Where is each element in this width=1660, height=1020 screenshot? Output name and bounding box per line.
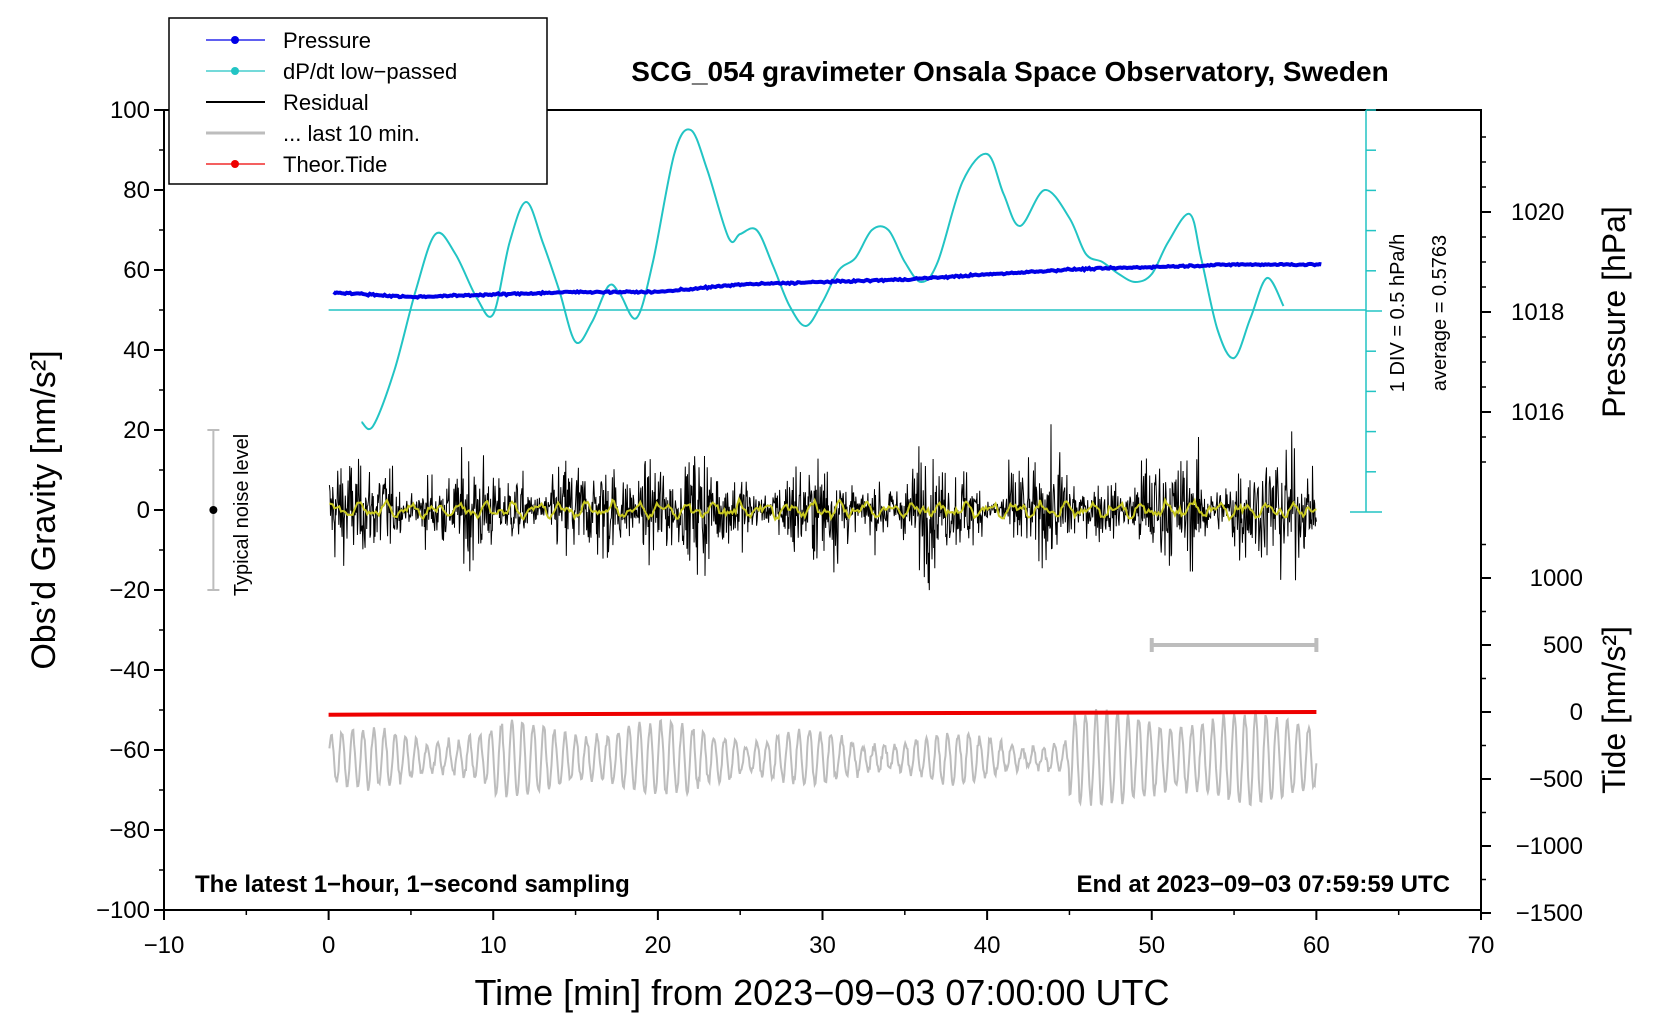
y-tick-label: −100 bbox=[96, 897, 150, 924]
x-axis-label: Time [min] from 2023−09−03 07:00:00 UTC bbox=[474, 972, 1169, 1013]
x-tick-label: 60 bbox=[1303, 932, 1330, 959]
x-tick-label: 40 bbox=[974, 932, 1001, 959]
dpdt-layer bbox=[328, 128, 1366, 431]
x-tick-label: 70 bbox=[1468, 932, 1495, 959]
pressure-line bbox=[332, 261, 1322, 300]
y-tick-label: 100 bbox=[110, 97, 150, 124]
y-tick-label: −80 bbox=[109, 817, 150, 844]
annotation-sampling: The latest 1−hour, 1−second sampling bbox=[195, 871, 630, 898]
noise-bar-dot bbox=[209, 506, 218, 514]
legend-label: Residual bbox=[283, 90, 369, 115]
y-axis-label-tide: Tide [nm/s²] bbox=[1596, 626, 1632, 794]
tide-tick-label: 500 bbox=[1543, 632, 1583, 659]
residual-layer bbox=[328, 424, 1317, 591]
x-tick-label: 30 bbox=[809, 932, 836, 959]
x-tick-label: 10 bbox=[480, 932, 507, 959]
tide-tick-label: −1500 bbox=[1516, 900, 1583, 927]
annotation-noise: Typical noise level bbox=[231, 434, 253, 596]
tide-tick-label: 0 bbox=[1570, 699, 1583, 726]
tide-tick-label: −1000 bbox=[1516, 833, 1583, 860]
residual-smoothed-line bbox=[329, 496, 1317, 522]
annotation-average: average = 0.5763 bbox=[1429, 235, 1451, 391]
legend: Pressure dP/dt low−passed Residual ... last… bbox=[168, 17, 548, 185]
noise-level-bar bbox=[207, 429, 220, 591]
y-axis-label-left: Obs’d Gravity [nm/s²] bbox=[25, 350, 63, 669]
dpdt-line bbox=[360, 128, 1285, 431]
x-tick-label: 50 bbox=[1138, 932, 1165, 959]
legend-label: Pressure bbox=[283, 28, 371, 53]
last10-line bbox=[328, 708, 1318, 807]
legend-label: Theor.Tide bbox=[283, 152, 387, 177]
x-tick-label: 20 bbox=[645, 932, 672, 959]
last10-indicator bbox=[1149, 638, 1319, 652]
y-tick-label: 40 bbox=[123, 337, 150, 364]
annotation-end-time: End at 2023−09−03 07:59:59 UTC bbox=[1076, 871, 1450, 898]
legend-marker bbox=[231, 160, 239, 168]
legend-marker bbox=[231, 36, 239, 44]
annotation-div: 1 DIV = 0.5 hPa/h bbox=[1387, 234, 1409, 392]
x-tick-label: −10 bbox=[144, 932, 185, 959]
y-tick-label: 60 bbox=[123, 257, 150, 284]
residual-line bbox=[328, 424, 1317, 591]
pressure-layer bbox=[332, 261, 1322, 300]
legend-label: ... last 10 min. bbox=[283, 121, 420, 146]
y-tick-label: −40 bbox=[109, 657, 150, 684]
legend-label: dP/dt low−passed bbox=[283, 59, 457, 84]
y-tick-label: 80 bbox=[123, 177, 150, 204]
y-tick-label: 20 bbox=[123, 417, 150, 444]
pressure-tick-label: 1018 bbox=[1511, 299, 1564, 326]
dpdt-scale-bar bbox=[1350, 109, 1382, 513]
pressure-tick-label: 1016 bbox=[1511, 399, 1564, 426]
last10-layer bbox=[328, 708, 1318, 807]
x-tick-label: 0 bbox=[322, 932, 335, 959]
axis-ticks: −10 0 10 20 30 40 50 60 70−100−80−60−40−20020406… bbox=[96, 97, 1583, 959]
legend-marker bbox=[231, 67, 239, 75]
tide-tick-label: −500 bbox=[1529, 766, 1583, 793]
tide-layer bbox=[328, 710, 1317, 717]
tide-line bbox=[328, 710, 1317, 717]
chart-title: SCG_054 gravimeter Onsala Space Observat… bbox=[631, 56, 1388, 87]
y-axis-label-pressure: Pressure [hPa] bbox=[1596, 206, 1632, 418]
y-tick-label: −20 bbox=[109, 577, 150, 604]
pressure-tick-label: 1020 bbox=[1511, 199, 1564, 226]
tide-tick-label: 1000 bbox=[1530, 565, 1583, 592]
y-tick-label: −60 bbox=[109, 737, 150, 764]
y-tick-label: 0 bbox=[137, 497, 150, 524]
